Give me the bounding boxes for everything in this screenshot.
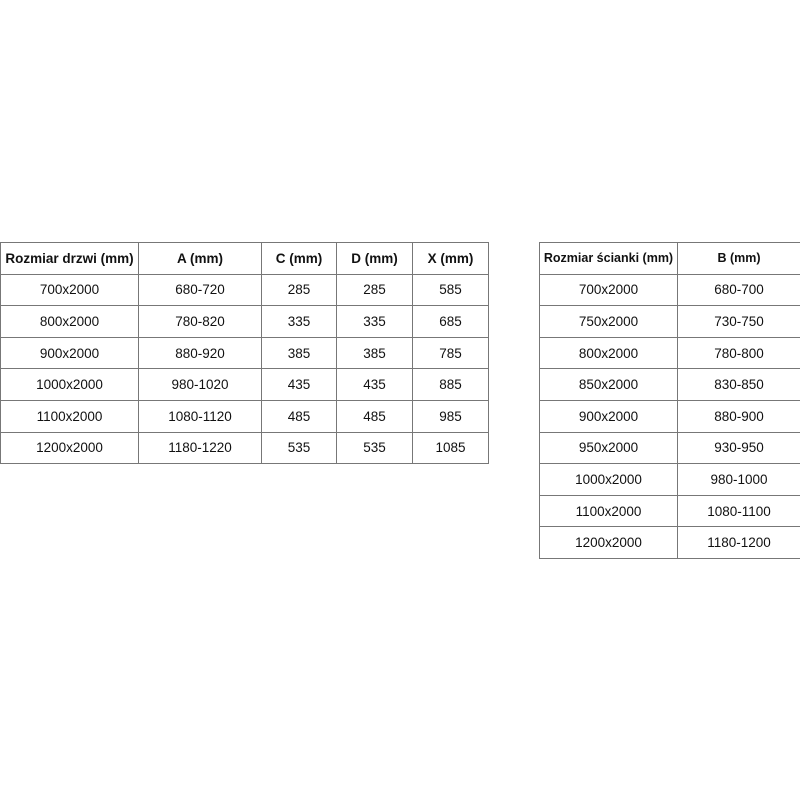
table-cell: 900x2000 — [539, 399, 678, 433]
table-cell: 830-850 — [677, 368, 800, 401]
table-cell: 485 — [261, 399, 337, 433]
table-cell: 885 — [412, 368, 489, 401]
table-cell: 680-720 — [138, 273, 262, 307]
table-cell: 1180-1220 — [138, 431, 262, 465]
table-cell: 980-1000 — [677, 463, 800, 496]
table-row: 950x2000 930-950 — [539, 431, 800, 465]
table-row: 1000x2000 980-1000 — [539, 463, 800, 496]
table-row: 850x2000 830-850 — [539, 368, 800, 401]
column-header: Rozmiar drzwi (mm) — [0, 242, 139, 275]
table-cell: 335 — [336, 305, 413, 338]
table-row: 1200x2000 1180-1220 535 535 1085 — [0, 431, 489, 465]
table-cell: 880-920 — [138, 336, 262, 370]
table-cell: 750x2000 — [539, 305, 678, 338]
table-cell: 435 — [336, 368, 413, 401]
table-cell: 880-900 — [677, 399, 800, 433]
table-row: 900x2000 880-900 — [539, 399, 800, 433]
table-cell: 385 — [261, 336, 337, 370]
table-row: 1200x2000 1180-1200 — [539, 526, 800, 559]
table-cell: 1000x2000 — [0, 368, 139, 401]
table-row: 800x2000 780-800 — [539, 336, 800, 370]
table-row: 700x2000 680-700 — [539, 273, 800, 307]
table-cell: 1085 — [412, 431, 489, 465]
table-cell: 485 — [336, 399, 413, 433]
table-row: 800x2000 780-820 335 335 685 — [0, 305, 489, 338]
table-cell: 1080-1120 — [138, 399, 262, 433]
table-cell: 285 — [336, 273, 413, 307]
table-cell: 1200x2000 — [0, 431, 139, 465]
table-cell: 385 — [336, 336, 413, 370]
table-cell: 335 — [261, 305, 337, 338]
table-cell: 285 — [261, 273, 337, 307]
table-cell: 730-750 — [677, 305, 800, 338]
column-header: A (mm) — [138, 242, 262, 275]
column-header: D (mm) — [336, 242, 413, 275]
column-header: C (mm) — [261, 242, 337, 275]
table-cell: 435 — [261, 368, 337, 401]
table-header-row: Rozmiar ścianki (mm) B (mm) — [539, 242, 800, 275]
table-cell: 1180-1200 — [677, 526, 800, 559]
table-cell: 780-800 — [677, 336, 800, 370]
table-cell: 680-700 — [677, 273, 800, 307]
column-header: B (mm) — [677, 242, 800, 275]
column-header: X (mm) — [412, 242, 489, 275]
table-cell: 1200x2000 — [539, 526, 678, 559]
table-cell: 1100x2000 — [0, 399, 139, 433]
table-cell: 685 — [412, 305, 489, 338]
table-row: 1000x2000 980-1020 435 435 885 — [0, 368, 489, 401]
table-cell: 1100x2000 — [539, 494, 678, 528]
table-cell: 535 — [336, 431, 413, 465]
table-header-row: Rozmiar drzwi (mm) A (mm) C (mm) D (mm) X (m… — [0, 242, 489, 275]
table-row: 700x2000 680-720 285 285 585 — [0, 273, 489, 307]
table-row: 900x2000 880-920 385 385 785 — [0, 336, 489, 370]
table-cell: 780-820 — [138, 305, 262, 338]
table-cell: 800x2000 — [539, 336, 678, 370]
table-row: 1100x2000 1080-1100 — [539, 494, 800, 528]
table-cell: 1000x2000 — [539, 463, 678, 496]
table-cell: 785 — [412, 336, 489, 370]
column-header: Rozmiar ścianki (mm) — [539, 242, 678, 275]
table-cell: 700x2000 — [539, 273, 678, 307]
table-cell: 535 — [261, 431, 337, 465]
wall-size-table: Rozmiar ścianki (mm) B (mm) 700x2000 680-7… — [539, 242, 800, 559]
table-cell: 930-950 — [677, 431, 800, 465]
table-cell: 850x2000 — [539, 368, 678, 401]
table-cell: 950x2000 — [539, 431, 678, 465]
table-cell: 585 — [412, 273, 489, 307]
table-cell: 985 — [412, 399, 489, 433]
door-size-table: Rozmiar drzwi (mm) A (mm) C (mm) D (mm) X (m… — [0, 242, 489, 465]
table-row: 1100x2000 1080-1120 485 485 985 — [0, 399, 489, 433]
table-cell: 700x2000 — [0, 273, 139, 307]
table-cell: 900x2000 — [0, 336, 139, 370]
table-cell: 980-1020 — [138, 368, 262, 401]
table-cell: 1080-1100 — [677, 494, 800, 528]
table-row: 750x2000 730-750 — [539, 305, 800, 338]
table-cell: 800x2000 — [0, 305, 139, 338]
